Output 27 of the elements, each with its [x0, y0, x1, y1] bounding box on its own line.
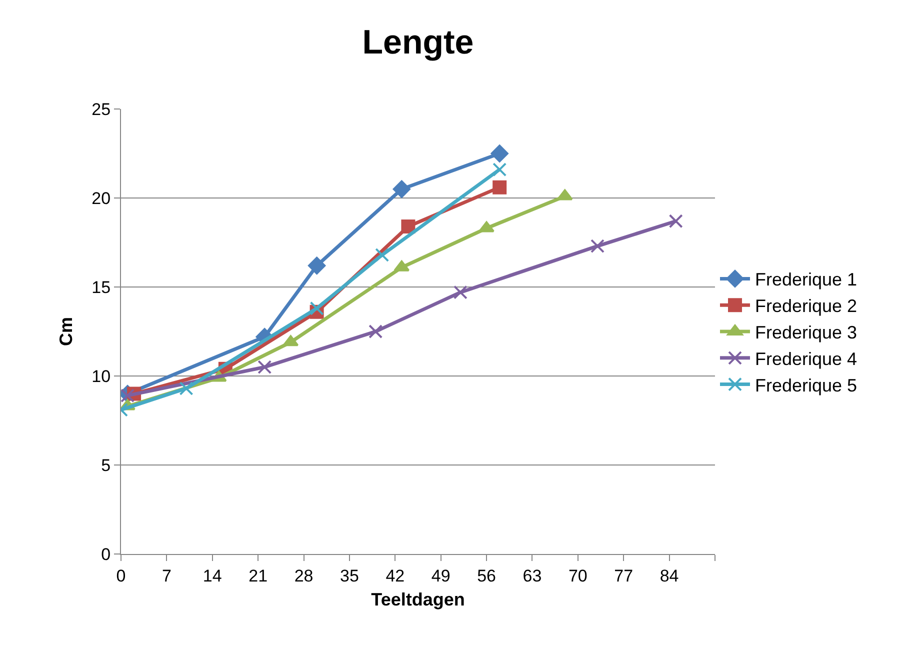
y-tick-label: 25: [92, 100, 111, 119]
x-tick-label: 7: [162, 566, 172, 586]
x-tick-label: 49: [431, 566, 450, 586]
x-tick-label: 0: [116, 566, 126, 586]
y-tick-label: 20: [92, 188, 111, 208]
legend-label: Frederique 1: [755, 270, 858, 290]
x-tick-label: 28: [294, 566, 314, 586]
y-tick-label: 5: [101, 456, 111, 475]
y-tick-label: 15: [92, 278, 111, 297]
legend-label: Frederique 3: [755, 322, 858, 343]
x-tick-label: 42: [386, 566, 405, 586]
x-tick-label: 14: [202, 566, 222, 586]
x-tick-label: 35: [340, 566, 359, 586]
y-tick-label: 10: [92, 366, 111, 386]
x-tick-label: 77: [614, 566, 634, 586]
y-tick-label: 0: [101, 544, 111, 564]
x-tick-label: 21: [248, 566, 268, 586]
x-tick-label: 70: [568, 566, 588, 586]
legend-label: Frederique 4: [755, 348, 858, 369]
x-tick-label: 63: [522, 566, 542, 586]
y-axis-title: Cm: [56, 316, 76, 346]
chart-title: Lengte: [362, 24, 474, 62]
legend-label: Frederique 2: [755, 296, 858, 316]
x-axis-title: Teeltdagen: [371, 590, 465, 610]
x-tick-label: 56: [477, 566, 496, 586]
legend-label: Frederique 5: [755, 375, 858, 396]
x-tick-label: 84: [660, 566, 679, 586]
